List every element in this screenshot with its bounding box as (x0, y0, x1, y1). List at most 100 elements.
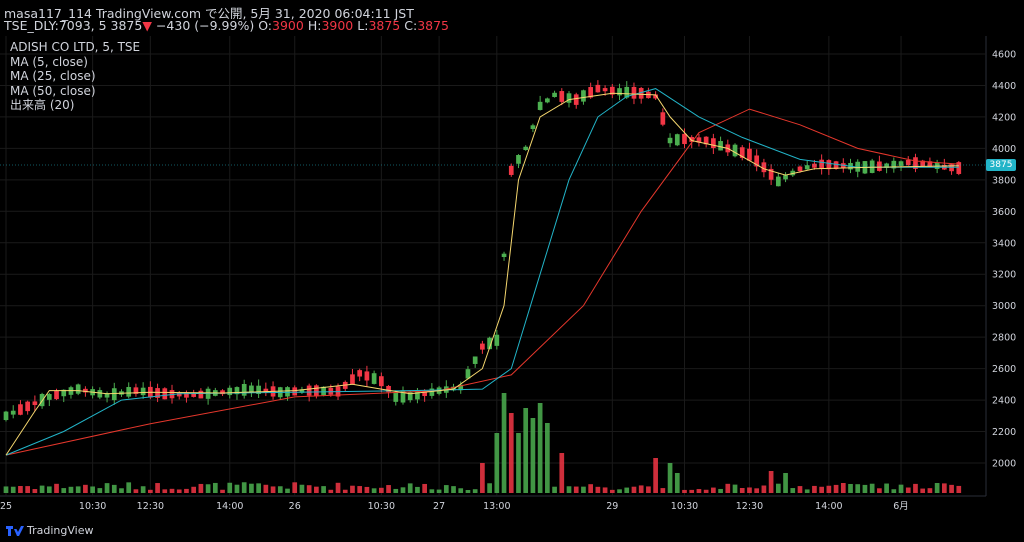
volume-bar (660, 488, 666, 493)
candle-body (732, 144, 738, 157)
volume-bar (884, 483, 889, 493)
volume-bar (913, 483, 918, 493)
volume-bar (877, 488, 882, 493)
volume-bar (537, 403, 543, 493)
open-value: 3900 (272, 18, 304, 33)
candle-body (10, 410, 16, 415)
volume-bar (39, 485, 45, 493)
price-tick-label: 3200 (992, 270, 1016, 281)
volume-bar (458, 488, 464, 493)
volume-bar (674, 473, 680, 493)
candle-body (61, 389, 67, 397)
candle-body (104, 393, 110, 398)
candle-body (602, 88, 608, 92)
candle-body (480, 343, 485, 350)
legend-ma25[interactable]: MA (25, close) (10, 69, 96, 83)
candle-body (819, 159, 824, 169)
volume-bar (90, 486, 95, 493)
time-tick-label: 13:00 (483, 501, 510, 512)
volume-bar (819, 486, 824, 493)
volume-bar (689, 489, 695, 493)
candle-body (292, 387, 298, 396)
time-tick-label: 12:30 (137, 501, 164, 512)
legend-volume[interactable]: 出来高 (20) (10, 98, 75, 112)
legend-ma50[interactable]: MA (50, close) (10, 83, 96, 98)
candle-body (905, 160, 911, 166)
volume-bar (696, 489, 702, 493)
last-price-tag: 3875 (986, 159, 1016, 171)
candle-body (833, 161, 839, 170)
volume-bar (277, 486, 283, 493)
candle-body (754, 155, 760, 167)
volume-bar (552, 486, 557, 493)
candle-body (140, 387, 146, 396)
volume-bar (400, 487, 406, 493)
volume-bar (443, 485, 449, 493)
legend-title[interactable]: ADISH CO LTD, 5, TSE (10, 40, 141, 54)
volume-bar (176, 489, 182, 493)
volume-bar (595, 486, 601, 493)
price-axis: 4600 4400 4200 4000 3800 3600 3400 3200 3000 2800… (992, 50, 1016, 470)
candle-body (241, 384, 247, 396)
candle-body (653, 94, 658, 99)
candle-body (191, 393, 197, 397)
time-tick-label: 29 (606, 501, 618, 512)
high-value: 3900 (321, 18, 354, 33)
volume-bar (451, 486, 456, 493)
candle-body (761, 162, 767, 173)
volume-bar (10, 486, 16, 493)
volume-bar (559, 453, 565, 493)
volume-bar (869, 483, 875, 493)
volume-bar (97, 488, 103, 493)
candle-body (927, 161, 933, 167)
volume-bar (848, 483, 853, 493)
volume-bar (956, 485, 962, 493)
time-tick-label: 27 (433, 501, 445, 512)
candle-body (552, 92, 557, 98)
candle-body (891, 160, 897, 169)
volume-bar (371, 488, 377, 493)
candle-body (46, 394, 52, 400)
volume-bar (465, 489, 471, 493)
volume-bar (140, 486, 146, 493)
volume-bar (220, 489, 225, 493)
candle-body (537, 101, 543, 110)
volume-bar (905, 487, 911, 493)
chart-grid (0, 36, 987, 497)
volume-bar (75, 486, 81, 493)
time-axis: 25 10:30 12:30 14:00 26 10:30 27 13:00 29 10:30 12… (0, 501, 909, 512)
volume-bar (249, 483, 254, 493)
volume-bar (797, 486, 803, 493)
volume-bar (212, 482, 218, 493)
candle-body (703, 136, 709, 145)
volume-bars (3, 393, 962, 493)
candle-body (32, 401, 38, 406)
tradingview-brand: TradingView (27, 524, 94, 537)
volume-bar (104, 483, 110, 493)
price-chart[interactable]: 4600 4400 4200 4000 3800 3600 3400 3200 3000 2800… (0, 36, 1024, 542)
candle-body (747, 148, 752, 161)
volume-bar (761, 485, 767, 493)
volume-bar (790, 488, 796, 493)
candle-body (458, 384, 464, 391)
candle-body (83, 388, 88, 393)
volume-bar (573, 486, 579, 493)
price-tick-label: 2000 (992, 459, 1016, 470)
symbol-quote-line: TSE_DLY:7093, 5 3875▼ −430 (−9.99%) O:39… (4, 18, 449, 33)
symbol-label[interactable]: TSE_DLY:7093, 5 (4, 18, 107, 33)
tradingview-logo[interactable]: TradingView (6, 524, 93, 537)
volume-bar (342, 489, 348, 493)
volume-bar (292, 482, 298, 493)
candle-body (956, 162, 962, 174)
candle-body (696, 137, 702, 143)
volume-bar (256, 483, 261, 493)
price-tick-label: 4600 (992, 50, 1016, 61)
candle-body (609, 86, 615, 95)
legend-ma5[interactable]: MA (5, close) (10, 54, 88, 69)
volume-bar (682, 489, 687, 493)
chart-legend: ADISH CO LTD, 5, TSE MA (5, close) MA (2… (10, 40, 140, 113)
volume-bar (508, 413, 514, 493)
volume-bar (429, 489, 435, 493)
volume-bar (61, 488, 67, 493)
candle-body (306, 385, 312, 396)
